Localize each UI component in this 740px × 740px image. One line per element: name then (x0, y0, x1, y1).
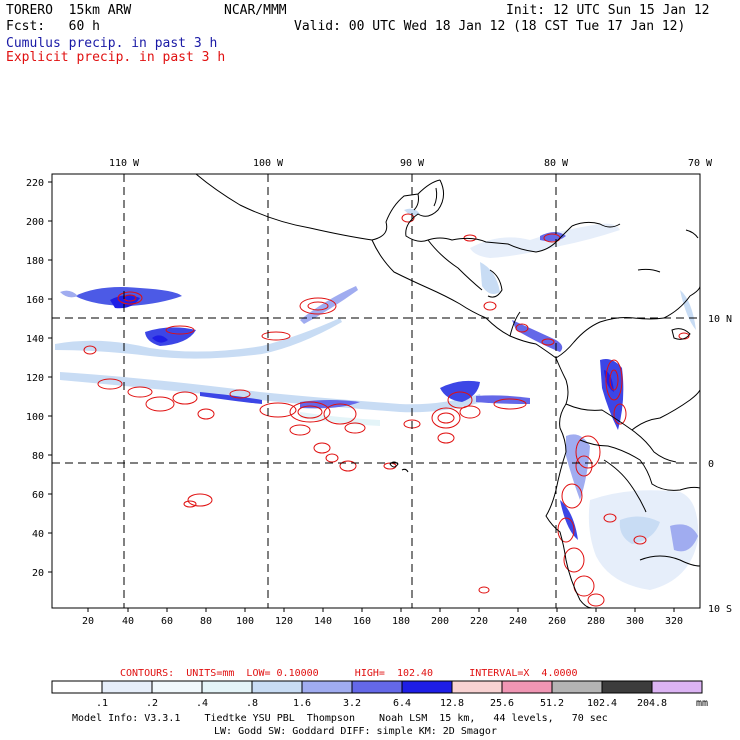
lon-label-80w: 80 W (544, 158, 569, 169)
colorbar-label: .2 (146, 698, 158, 709)
colorbar-label: .1 (96, 698, 108, 709)
contours-info: CONTOURS: UNITS=mm LOW= 0.10000 HIGH= 10… (120, 668, 578, 679)
colorbar-swatch (202, 681, 252, 693)
x-tick: 20 (82, 616, 94, 627)
cumulus-precip-shading (55, 209, 698, 590)
colorbar-swatch (452, 681, 502, 693)
colorbar-label: 3.2 (343, 698, 361, 709)
x-tick: 100 (236, 616, 254, 627)
colorbar-swatch (552, 681, 602, 693)
colorbar (52, 681, 702, 693)
y-tick: 20 (32, 568, 44, 579)
colorbar-swatch (602, 681, 652, 693)
colorbar-swatch (52, 681, 102, 693)
colorbar-label: 6.4 (393, 698, 411, 709)
x-tick: 140 (314, 616, 332, 627)
precip-field (55, 174, 700, 608)
y-tick: 200 (26, 217, 44, 228)
lon-label-110w: 110 W (109, 158, 140, 169)
colorbar-swatch (152, 681, 202, 693)
x-tick: 320 (665, 616, 683, 627)
x-tick: 240 (509, 616, 527, 627)
colorbar-swatch (402, 681, 452, 693)
lat-label-0: 0 (708, 459, 714, 470)
colorbar-label: .4 (196, 698, 208, 709)
x-tick: 280 (587, 616, 605, 627)
x-tick: 160 (353, 616, 371, 627)
colorbar-swatch (652, 681, 702, 693)
model-physics: LW: Godd SW: Goddard DIFF: simple KM: 2D… (214, 726, 497, 737)
colorbar-label: 204.8 (637, 698, 667, 709)
y-tick: 60 (32, 490, 44, 501)
x-tick: 120 (275, 616, 293, 627)
colorbar-swatch (102, 681, 152, 693)
x-tick: 60 (161, 616, 173, 627)
y-tick: 80 (32, 451, 44, 462)
colorbar-label: 25.6 (490, 698, 514, 709)
lon-label-100w: 100 W (253, 158, 284, 169)
y-tick: 180 (26, 256, 44, 267)
x-tick: 260 (548, 616, 566, 627)
colorbar-swatch (302, 681, 352, 693)
model-info: Model Info: V3.3.1 Tiedtke YSU PBL Thomp… (72, 713, 608, 724)
colorbar-swatch (352, 681, 402, 693)
x-tick: 300 (626, 616, 644, 627)
y-tick: 100 (26, 412, 44, 423)
colorbar-label: 102.4 (587, 698, 617, 709)
y-tick: 220 (26, 178, 44, 189)
x-tick: 40 (122, 616, 134, 627)
x-tick: 200 (431, 616, 449, 627)
y-tick: 40 (32, 529, 44, 540)
lat-label-10s: 10 S (708, 604, 732, 615)
colorbar-swatch (502, 681, 552, 693)
colorbar-label: 51.2 (540, 698, 564, 709)
colorbar-unit: mm (696, 698, 708, 709)
lat-label-10n: 10 N (708, 314, 732, 325)
colorbar-label: .8 (246, 698, 258, 709)
x-tick: 80 (200, 616, 212, 627)
x-tick: 220 (470, 616, 488, 627)
colorbar-swatch (252, 681, 302, 693)
y-tick: 140 (26, 334, 44, 345)
colorbar-label: 12.8 (440, 698, 464, 709)
x-tick: 180 (392, 616, 410, 627)
precip-map: 110 W 100 W 90 W 80 W 70 W 10 N 0 10 S 2… (0, 0, 740, 740)
colorbar-label: 1.6 (293, 698, 311, 709)
y-tick: 120 (26, 373, 44, 384)
lon-label-70w: 70 W (688, 158, 713, 169)
y-tick: 160 (26, 295, 44, 306)
lon-label-90w: 90 W (400, 158, 425, 169)
